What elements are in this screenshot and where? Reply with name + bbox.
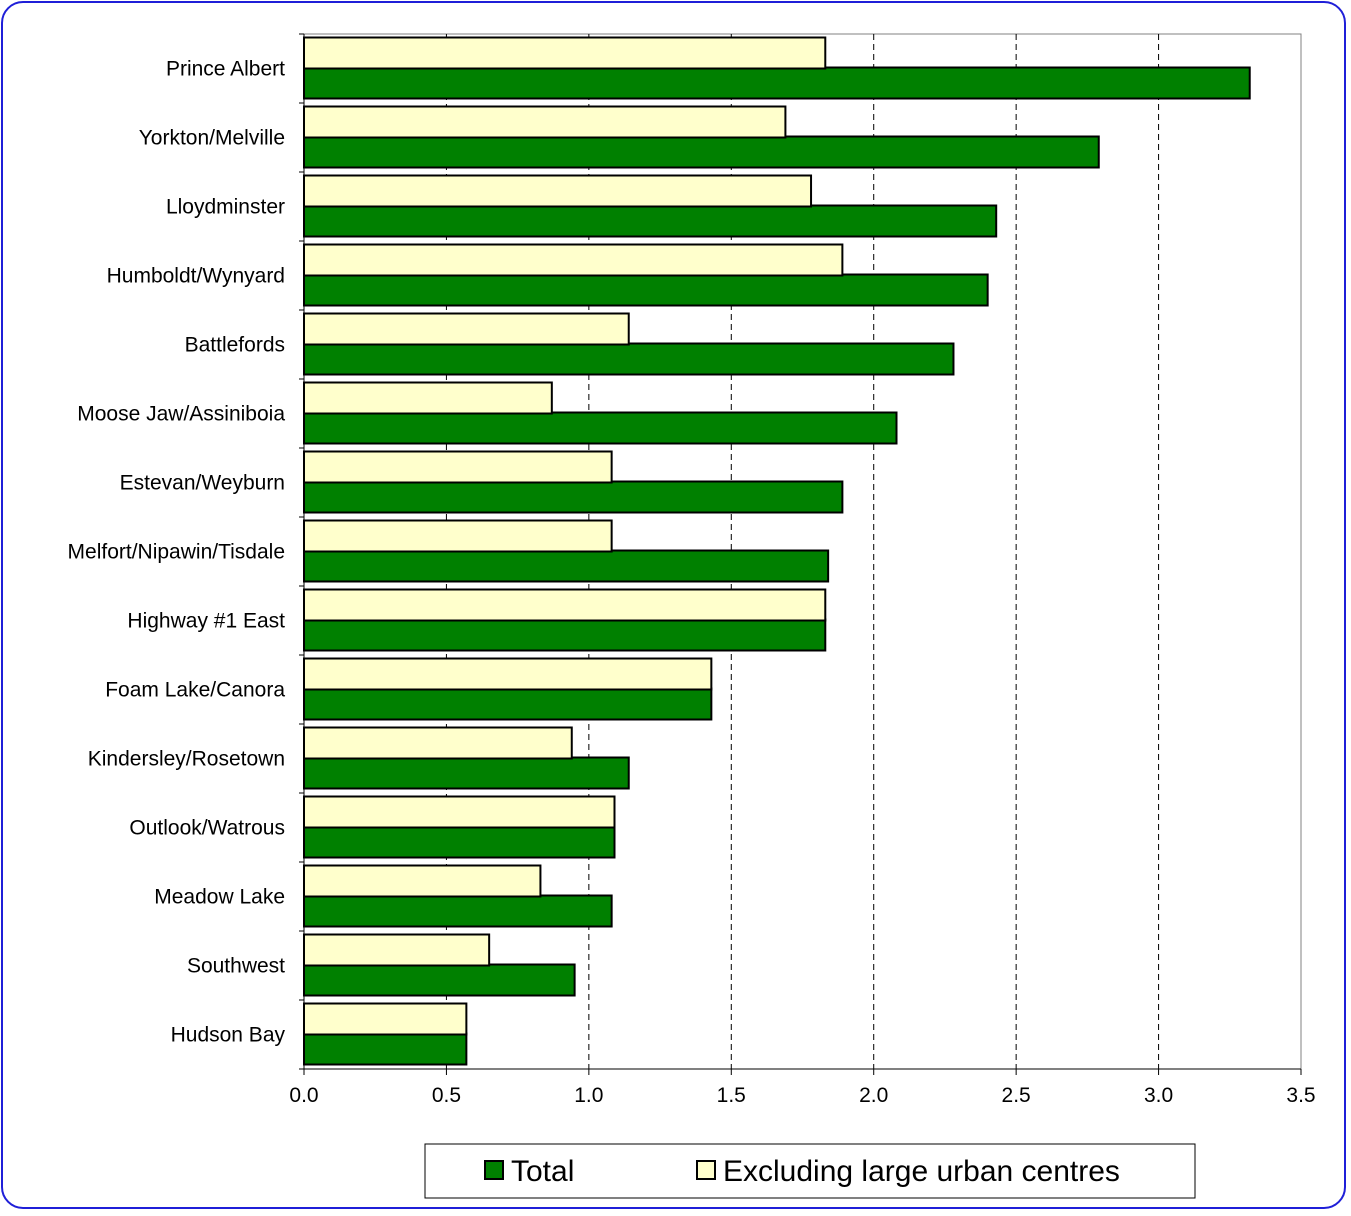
category-label: Melfort/Nipawin/Tisdale <box>68 541 285 564</box>
category-label: Prince Albert <box>166 58 285 81</box>
category-label: Outlook/Watrous <box>129 817 285 840</box>
legend-swatch-excluding <box>696 1160 716 1180</box>
x-tick-label: 0.5 <box>432 1084 461 1107</box>
category-label: Estevan/Weyburn <box>120 472 285 495</box>
bar-excluding <box>303 1002 468 1036</box>
bar-excluding <box>303 864 542 898</box>
x-tick-label: 3.5 <box>1286 1084 1315 1107</box>
bar-excluding <box>303 174 813 208</box>
category-label: Kindersley/Rosetown <box>88 748 285 771</box>
x-tick-label: 3.0 <box>1144 1084 1173 1107</box>
bar-excluding <box>303 36 827 70</box>
bar-excluding <box>303 450 613 484</box>
category-label: Highway #1 East <box>127 610 285 633</box>
category-label: Lloydminster <box>166 196 285 219</box>
bar-total <box>303 687 713 721</box>
category-label: Southwest <box>187 955 285 978</box>
bar-total <box>303 411 898 445</box>
bar-excluding <box>303 312 630 346</box>
bar-excluding <box>303 726 573 760</box>
category-label: Yorkton/Melville <box>139 127 285 150</box>
legend-label-total: Total <box>511 1155 574 1188</box>
bar-excluding <box>303 243 844 277</box>
bar-total <box>303 480 844 514</box>
bar-total <box>303 549 830 583</box>
x-tick-label: 2.5 <box>1002 1084 1031 1107</box>
bar-excluding <box>303 519 613 553</box>
category-label: Battlefords <box>185 334 285 357</box>
x-tick-label: 1.0 <box>574 1084 603 1107</box>
legend-swatch-total <box>484 1160 504 1180</box>
bar-excluding <box>303 588 827 622</box>
bar-total <box>303 894 613 928</box>
bar-excluding <box>303 795 616 829</box>
legend-box <box>424 1143 1196 1199</box>
bar-total <box>303 135 1100 169</box>
x-tick-label: 0.0 <box>289 1084 318 1107</box>
bar-total <box>303 273 989 307</box>
bar-excluding <box>303 933 491 967</box>
legend-label-excluding: Excluding large urban centres <box>723 1155 1120 1188</box>
bar-chart: 0.0 0.5 1.0 1.5 2.0 2.5 3.0 3.5 Prince Albert Yor… <box>68 33 1316 1199</box>
bar-excluding <box>303 657 713 691</box>
x-tick-label: 1.5 <box>717 1084 746 1107</box>
category-label: Meadow Lake <box>154 886 285 909</box>
category-label: Humboldt/Wynyard <box>107 265 285 288</box>
bar-total <box>303 342 955 376</box>
category-label: Foam Lake/Canora <box>105 679 285 702</box>
category-label: Moose Jaw/Assiniboia <box>77 403 285 426</box>
bar-excluding <box>303 105 787 139</box>
bar-total <box>303 204 998 238</box>
bar-total <box>303 825 616 859</box>
category-label: Hudson Bay <box>171 1024 286 1047</box>
bar-total <box>303 963 576 997</box>
bar-total <box>303 618 827 652</box>
bar-excluding <box>303 381 553 415</box>
x-tick-label: 2.0 <box>859 1084 888 1107</box>
bar-total <box>303 66 1251 100</box>
bar-total <box>303 1032 468 1066</box>
bar-total <box>303 756 630 790</box>
